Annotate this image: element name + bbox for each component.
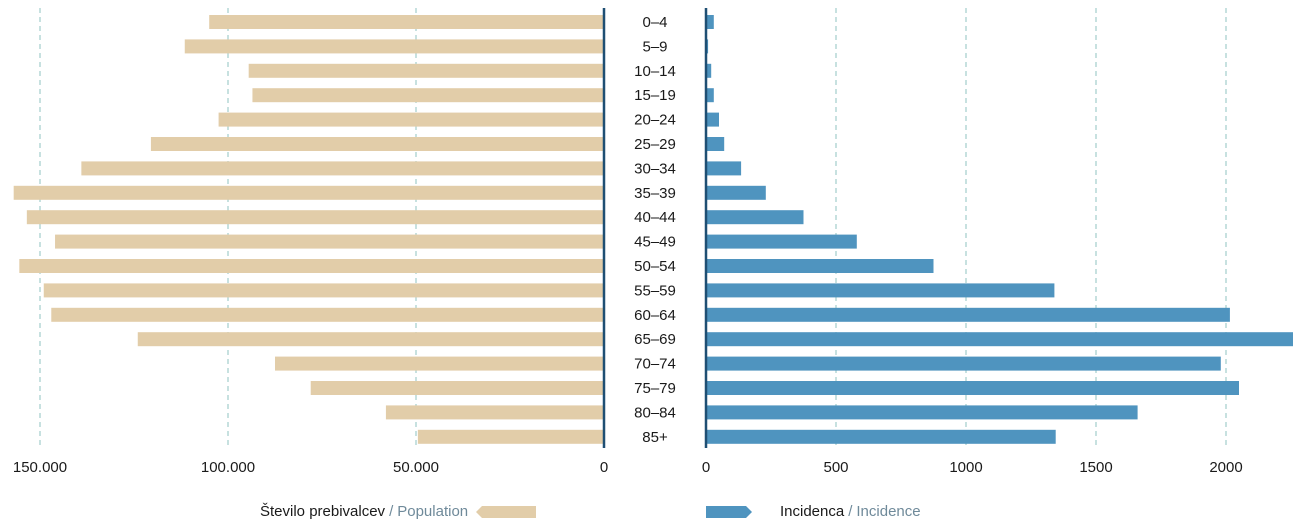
population-tick-labels: 150.000 100.000 50.000 0: [13, 459, 608, 476]
age-group-label: 25–29: [634, 136, 676, 153]
incidence-tick-labels: 0 500 1000 1500 2000: [702, 459, 1243, 476]
age-group-label: 80–84: [634, 404, 676, 421]
legend-incidence-label-en: Incidence: [856, 503, 921, 520]
population-bar: [81, 161, 605, 176]
population-tick-label: 50.000: [393, 459, 439, 476]
population-bars: [13, 15, 605, 444]
legend-incidence: Incidenca / Incidence: [706, 503, 921, 520]
population-bar: [51, 307, 604, 322]
age-group-label: 55–59: [634, 282, 676, 299]
incidence-tick-label: 2000: [1209, 459, 1242, 476]
population-bar: [252, 88, 604, 103]
incidence-bar: [706, 332, 1293, 347]
incidence-bar: [706, 283, 1055, 298]
population-bar: [417, 429, 604, 444]
population-bar: [275, 356, 604, 371]
incidence-bar: [706, 137, 725, 151]
population-bar: [19, 259, 604, 273]
population-tick-label: 150.000: [13, 459, 67, 476]
incidence-bar: [706, 88, 714, 103]
age-group-label: 15–19: [634, 87, 676, 104]
legend-incidence-separator: /: [848, 503, 853, 520]
incidence-bar: [706, 234, 857, 249]
legend-population-label: Število prebivalcev: [260, 503, 386, 520]
population-gridlines: [39, 8, 417, 448]
age-group-label: 50–54: [634, 258, 676, 275]
age-group-label: 75–79: [634, 380, 676, 397]
population-tick-label: 100.000: [201, 459, 255, 476]
age-group-label: 60–64: [634, 307, 676, 324]
population-bar: [248, 63, 604, 78]
legend-incidence-label: Incidenca: [780, 503, 845, 520]
population-bar: [310, 381, 604, 395]
incidence-tick-label: 500: [823, 459, 848, 476]
legend-population: Število prebivalcev / Population: [260, 503, 537, 520]
age-group-label: 5–9: [642, 38, 667, 55]
chart-axes: [602, 8, 708, 448]
age-group-label: 45–49: [634, 234, 676, 251]
age-group-labels: 0–4 5–9 10–14 15–19 20–24 25–29 30–34 35–39 40–4…: [634, 14, 676, 446]
population-bar: [385, 405, 604, 420]
incidence-bar: [706, 161, 742, 176]
age-group-label: 65–69: [634, 331, 676, 348]
population-tick-label: 0: [600, 459, 608, 476]
population-bar: [55, 234, 605, 249]
population-bar: [26, 210, 604, 225]
incidence-tick-label: 0: [702, 459, 710, 476]
age-group-label: 30–34: [634, 160, 676, 177]
population-bar: [13, 185, 605, 200]
population-bar: [209, 15, 604, 29]
population-bar: [218, 112, 604, 127]
incidence-bar: [706, 405, 1138, 420]
incidence-tick-label: 1500: [1079, 459, 1112, 476]
legend-population-separator: /: [389, 503, 394, 520]
age-group-label: 10–14: [634, 63, 676, 80]
legend-population-swatch: [476, 505, 537, 518]
incidence-bar: [706, 381, 1239, 395]
incidence-tick-label: 1000: [949, 459, 982, 476]
incidence-bar: [706, 429, 1056, 444]
population-bar: [184, 39, 604, 54]
age-group-label: 85+: [642, 429, 668, 446]
population-bar: [137, 332, 604, 347]
incidence-bar: [706, 210, 804, 225]
legend-incidence-swatch: [706, 505, 752, 518]
age-group-label: 35–39: [634, 185, 676, 202]
age-group-label: 20–24: [634, 112, 676, 129]
incidence-bar: [706, 112, 719, 127]
incidence-bar: [706, 15, 714, 29]
incidence-bar: [706, 356, 1221, 371]
legend-population-label-en: Population: [397, 503, 469, 520]
incidence-bar: [706, 185, 766, 200]
incidence-bars: [706, 15, 1293, 444]
incidence-bar: [706, 307, 1230, 322]
age-group-label: 0–4: [642, 14, 667, 31]
age-group-label: 40–44: [634, 209, 676, 226]
population-bar: [43, 283, 604, 298]
incidence-gridlines: [835, 8, 1227, 448]
population-bar: [150, 137, 605, 151]
incidence-bar: [706, 63, 712, 78]
incidence-bar: [706, 259, 934, 273]
age-group-label: 70–74: [634, 356, 676, 373]
